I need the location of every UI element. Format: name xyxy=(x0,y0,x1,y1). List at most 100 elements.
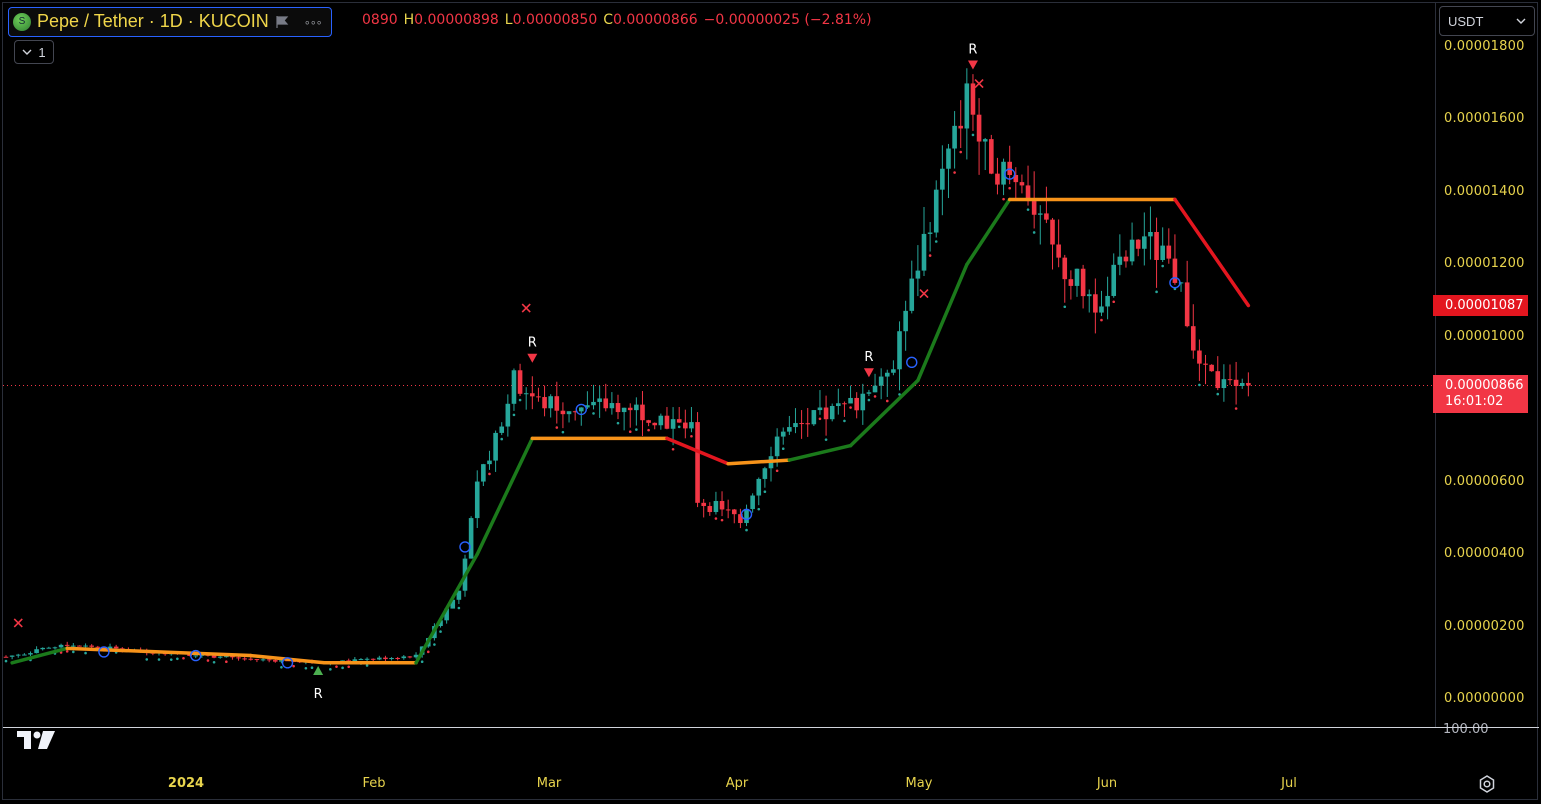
signal-dot xyxy=(720,518,724,522)
candle-body xyxy=(560,410,566,415)
candle-body xyxy=(28,653,33,655)
cross-signal-marker xyxy=(521,303,531,313)
candle-body xyxy=(774,436,780,457)
candle-body xyxy=(1178,282,1184,284)
high-label: H xyxy=(403,12,415,28)
candle-body xyxy=(383,657,388,660)
candle-body xyxy=(927,232,933,234)
signal-dot xyxy=(1032,231,1036,234)
signal-dot xyxy=(677,425,681,429)
candle-body xyxy=(89,645,94,647)
candle-body xyxy=(1080,268,1086,297)
candle-body xyxy=(1044,213,1049,220)
symbol-title-box[interactable]: S Pepe / Tether · 1D · KUCOIN ◦◦◦ xyxy=(8,6,332,37)
candle-body xyxy=(450,599,456,609)
candle-body xyxy=(805,423,811,425)
signal-dot xyxy=(182,656,185,660)
candlestick-chart[interactable]: R R R R xyxy=(3,3,1435,727)
candle-body xyxy=(517,370,523,394)
candle-body xyxy=(389,657,394,660)
candle-body xyxy=(1148,231,1153,237)
flag-icon[interactable] xyxy=(275,15,289,29)
candle-body xyxy=(627,407,633,411)
cross-signal-marker xyxy=(919,288,929,299)
candle-body xyxy=(474,481,480,519)
moving-average-segment xyxy=(475,436,535,556)
currency-select[interactable]: USDT xyxy=(1439,6,1535,36)
signal-dot xyxy=(72,650,75,654)
time-axis[interactable]: 2024 Feb Mar Apr May Jun Jul xyxy=(3,727,1539,800)
candle-body xyxy=(193,655,199,657)
signal-dot xyxy=(885,399,889,403)
settings-gear-icon[interactable] xyxy=(1477,774,1497,794)
signal-dot xyxy=(341,666,344,670)
candle-body xyxy=(242,658,247,660)
indicators-toggle-button[interactable]: 1 xyxy=(14,40,54,64)
candle-body xyxy=(799,423,804,425)
candle-body xyxy=(1172,258,1178,283)
candle-body xyxy=(780,431,786,437)
candle-body xyxy=(542,397,547,409)
signal-dot xyxy=(690,434,693,438)
signal-dot xyxy=(555,426,559,429)
candle-body xyxy=(505,403,511,427)
candle-body xyxy=(1123,256,1129,262)
close-label: C xyxy=(603,12,614,28)
candle-body xyxy=(842,403,847,405)
more-dots-icon[interactable]: ◦◦◦ xyxy=(304,13,323,30)
price-axis[interactable]: 0.00001800 0.00001600 0.00001400 0.00001… xyxy=(1435,3,1540,727)
candle-body xyxy=(1117,256,1123,265)
candle-body xyxy=(1013,175,1019,183)
symbol-title[interactable]: Pepe / Tether · 1D · KUCOIN xyxy=(37,11,269,31)
candle-body xyxy=(793,423,798,428)
price-tick: 0.00001600 xyxy=(1444,111,1525,126)
chart-pane[interactable]: R R R R xyxy=(3,3,1435,727)
signal-dot xyxy=(65,650,69,653)
signal-dot xyxy=(867,398,871,402)
candle-body xyxy=(499,426,505,433)
signal-dot xyxy=(763,490,767,494)
candle-body xyxy=(1093,294,1098,313)
pivot-circle-marker xyxy=(740,508,753,521)
candle-body xyxy=(750,495,755,510)
sell-triangle-marker xyxy=(967,60,978,70)
candle-body xyxy=(640,404,645,421)
price-tick: 0.00001400 xyxy=(1444,184,1525,199)
moving-average-segment xyxy=(249,653,326,665)
signal-dot xyxy=(145,658,149,661)
signal-dot xyxy=(843,419,846,423)
candle-body xyxy=(1129,239,1135,262)
candle-body xyxy=(872,385,878,393)
tradingview-logo-icon[interactable] xyxy=(17,731,57,749)
candle-body xyxy=(787,427,792,432)
signal-dot xyxy=(953,171,956,174)
moving-average-segment xyxy=(965,197,1012,267)
candle-body xyxy=(1062,257,1068,280)
pivot-circle-marker xyxy=(98,646,110,658)
candle-body xyxy=(22,654,27,656)
price-tick: 0.00000200 xyxy=(1444,619,1525,634)
pivot-circle-marker xyxy=(1003,168,1016,180)
candle-body xyxy=(719,500,725,510)
signal-dot xyxy=(1100,318,1103,322)
coin-glyph: S xyxy=(18,16,26,27)
candle-body xyxy=(891,369,896,373)
signal-dot xyxy=(1008,186,1011,190)
signal-dot xyxy=(512,413,516,417)
candle-body xyxy=(15,654,21,656)
candle-body xyxy=(71,645,76,647)
signal-dot xyxy=(647,428,650,432)
candle-body xyxy=(615,403,621,413)
signal-dot xyxy=(304,666,308,670)
signal-dot xyxy=(635,428,638,431)
candle-body xyxy=(1233,379,1239,386)
open-value: 0890 xyxy=(362,12,398,28)
candle-body xyxy=(107,646,113,650)
signal-dot xyxy=(347,665,351,669)
candle-body xyxy=(1001,161,1006,185)
candle-body xyxy=(1160,245,1165,260)
candle-body xyxy=(670,419,676,429)
candle-body xyxy=(1056,244,1061,258)
candle-body xyxy=(921,233,927,271)
symbol-legend: S Pepe / Tether · 1D · KUCOIN ◦◦◦ xyxy=(8,6,332,37)
